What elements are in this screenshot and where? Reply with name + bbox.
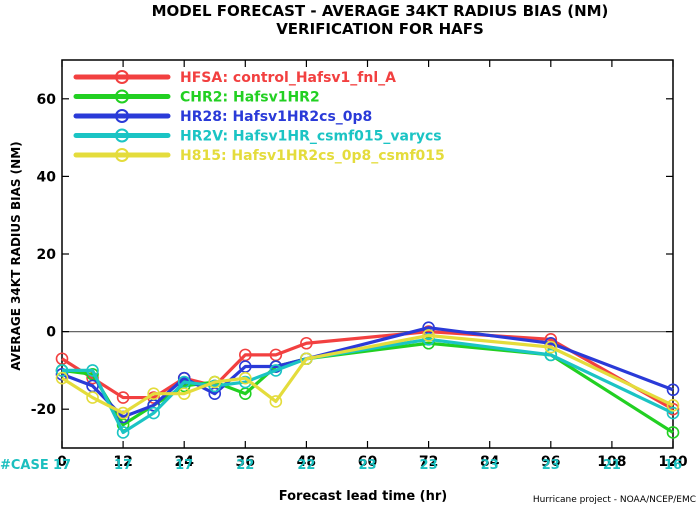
x-tick-label: 84 [480,454,500,470]
series-point-4 [147,406,160,420]
y-tick-label: 0 [46,325,56,341]
case-count: 21 [603,458,621,473]
series-point-4 [269,364,283,377]
case-count: 22 [236,458,254,473]
series-line-3 [61,326,674,419]
legend-marker [115,109,129,123]
series-point-4 [666,406,680,420]
legend-entry-1: HFSA: control_Hafsv1_fnl_A [180,70,396,86]
series-point-5 [269,395,283,408]
case-count: 22 [297,458,315,473]
series-point-5 [116,406,130,420]
series-point-2 [422,336,435,350]
chart-title: MODEL FORECAST - AVERAGE 34KT RADIUS BIA… [152,2,609,20]
chart-subtitle: VERIFICATION FOR HAFS [276,20,484,38]
x-tick-label: 48 [297,454,316,470]
case-count: 17 [53,458,71,473]
series-point-5 [147,387,160,400]
series-point-5 [239,371,252,385]
legend-marker [115,148,129,162]
legend-marker [115,70,129,84]
series-point-4 [544,348,558,362]
case-count: 17 [175,458,193,473]
x-tick-label: 120 [658,454,687,470]
x-tick-label: 96 [541,454,560,470]
x-tick-label: 24 [174,454,194,470]
legend-marker [115,128,129,143]
plot-area: 0 12 24 36 48 60 72 84 96 108 120 -20 0 20 40 60 17 17 17 2… [31,59,688,473]
case-count: 23 [358,458,376,473]
series-point-5 [544,340,558,354]
case-count: 17 [114,458,132,473]
series-point-2 [666,426,680,439]
legend-entry-4: HR2V: Hafsv1HR_csmf015_varycs [180,129,442,145]
case-count: 16 [664,458,682,473]
series-line-4 [62,337,674,435]
case-count: 23 [542,458,560,473]
series-point-4 [116,426,130,439]
x-tick-label: 0 [57,454,67,470]
series-point-5 [55,371,69,385]
case-label: #CASE [0,458,49,473]
case-count: 23 [420,458,438,473]
x-axis-label: Forecast lead time (hr) [279,489,447,504]
y-tick-label: 20 [37,247,57,263]
series-point-5 [300,352,313,366]
legend: HFSA: control_Hafsv1_fnl_A CHR2: Hafsv1HR… [73,70,445,164]
y-tick-label: 40 [37,169,57,185]
legend-marker [115,89,129,104]
series-point-4 [422,333,435,346]
series-point-1 [116,391,130,404]
series-point-5 [666,399,680,412]
credit-text: Hurricane project - NOAA/NCEP/EMC [533,495,696,505]
series-point-5 [208,375,222,389]
x-tick-label: 12 [113,454,132,470]
series-point-5 [177,387,191,400]
y-tick-label: -20 [31,402,57,418]
y-tick-label: 60 [37,92,57,108]
legend-entry-5: H815: Hafsv1HR2cs_0p8_csmf015 [180,148,445,164]
legend-entry-3: HR28: Hafsv1HR2cs_0p8 [180,109,372,125]
x-tick-label: 60 [358,454,378,470]
case-count: 23 [481,458,499,473]
series-point-3 [666,383,680,397]
series-point-4 [55,364,69,377]
series-point-5 [86,391,99,404]
x-tick-label: 108 [597,454,626,470]
x-tick-label: 36 [236,454,255,470]
legend-entry-2: CHR2: Hafsv1HR2 [180,90,320,106]
series-point-4 [86,364,99,377]
series-point-4 [208,379,222,393]
series-point-1 [300,336,313,350]
x-tick-label: 72 [419,454,438,470]
y-axis-label: AVERAGE 34KT RADIUS BIAS (NM) [9,141,23,370]
series-point-5 [422,329,435,342]
